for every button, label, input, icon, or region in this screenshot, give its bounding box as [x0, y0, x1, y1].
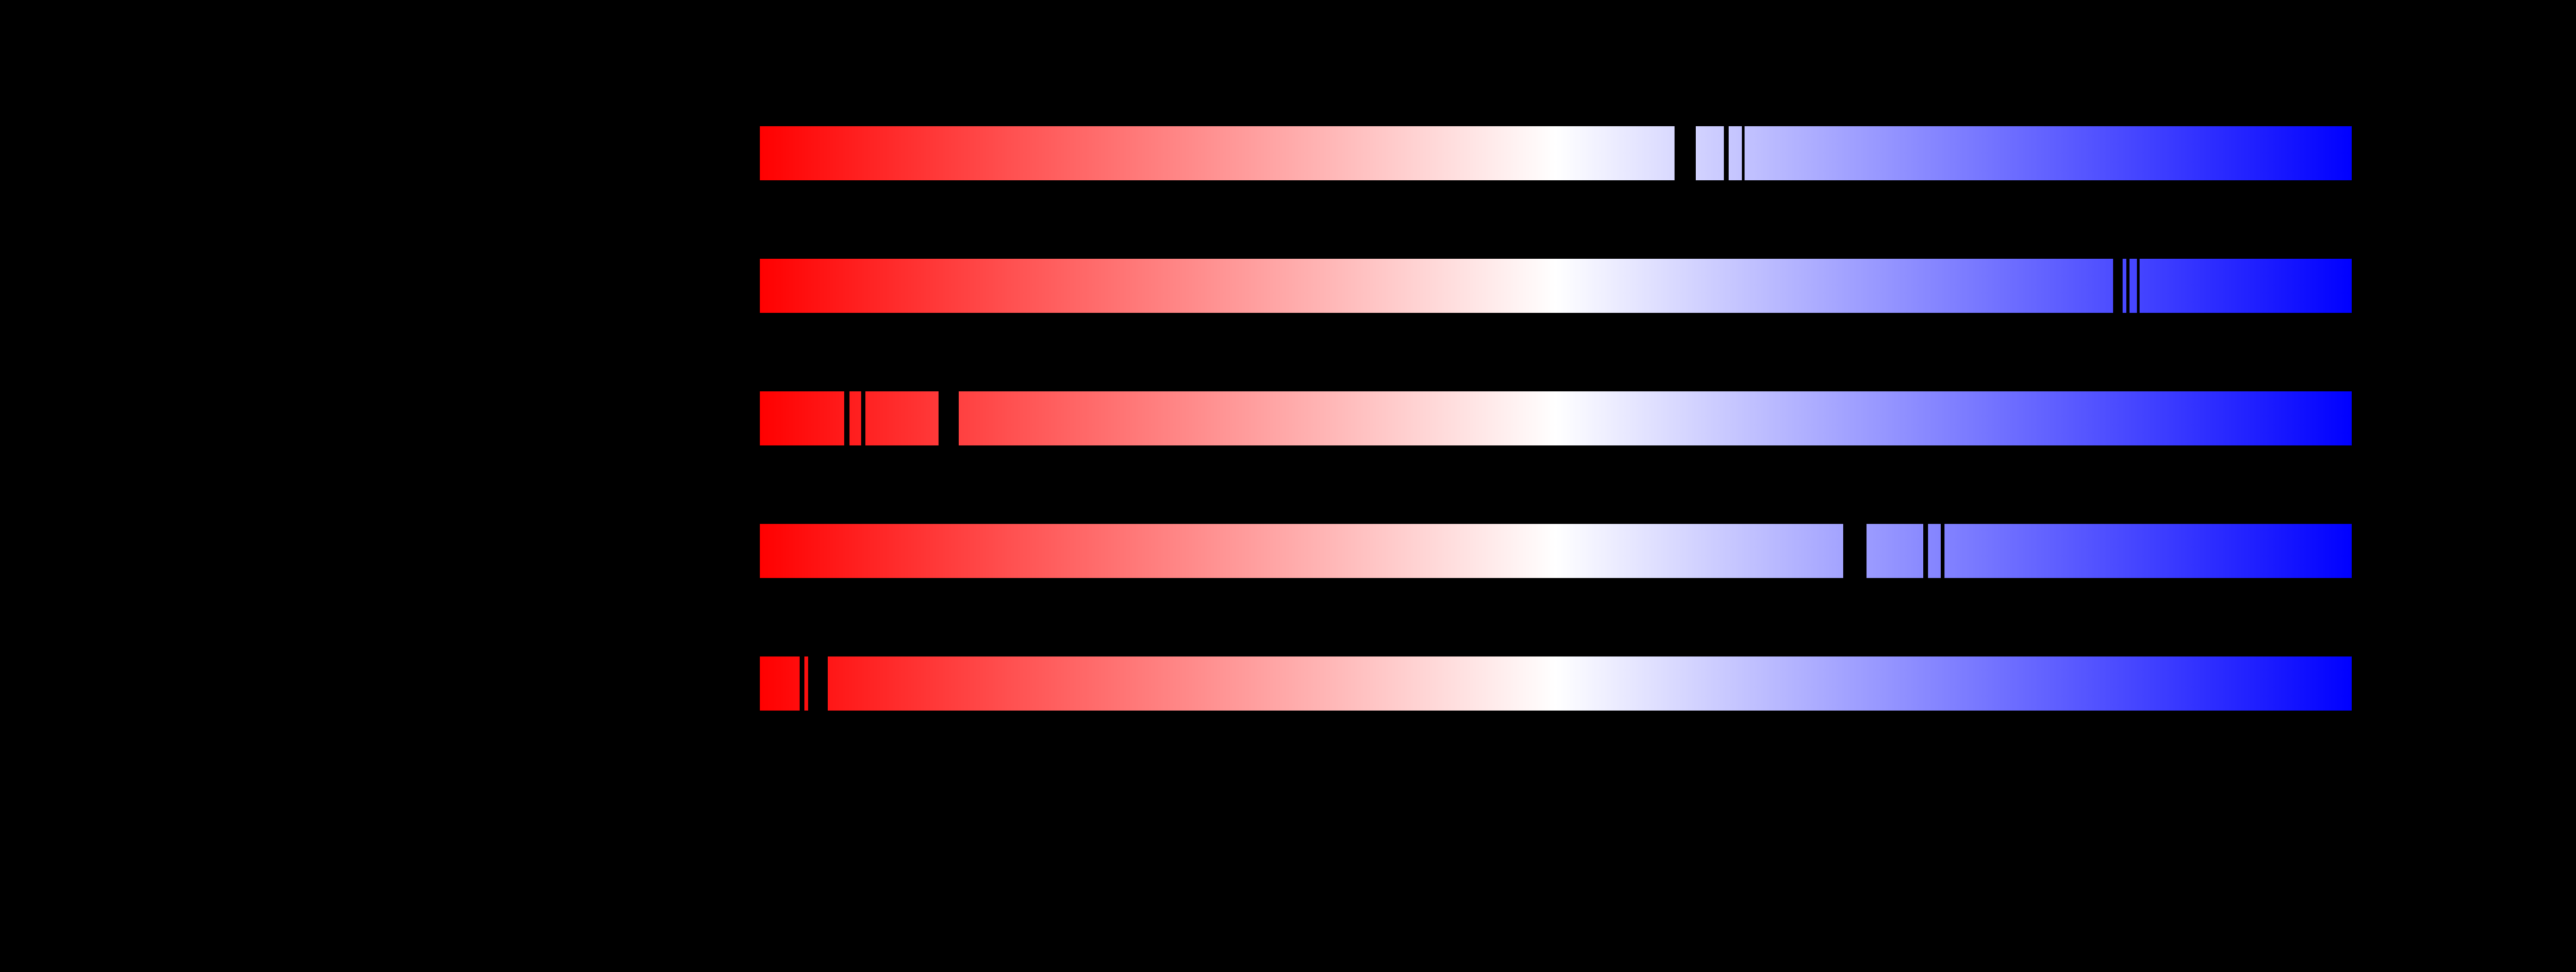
colorbar-segment	[760, 126, 1675, 180]
colorbar-row	[760, 259, 2352, 313]
colorbar-segment	[2130, 259, 2137, 313]
colorbar-segment	[2123, 259, 2126, 313]
colorbar-row	[760, 126, 2352, 180]
colorbar-row	[760, 391, 2352, 445]
colorbar-segment	[865, 391, 939, 445]
colorbar-segment	[1745, 126, 2352, 180]
colorbar-row	[760, 524, 2352, 578]
colorbar-row	[760, 656, 2352, 711]
colorbar-segment	[804, 656, 808, 711]
colorbar-segment	[959, 391, 2352, 445]
colorbar-segment	[760, 259, 2113, 313]
colorbar-segment	[849, 391, 861, 445]
colorbar-segment	[1729, 126, 1742, 180]
colorbar-segment	[1867, 524, 1923, 578]
colorbar-segment	[760, 391, 844, 445]
colorbar-segment	[1944, 524, 2352, 578]
colorbar-segment	[1696, 126, 1724, 180]
colorbar-segment	[760, 656, 800, 711]
colorbar-segment	[2140, 259, 2352, 313]
colorbar-segment	[1928, 524, 1941, 578]
colorbar-segment	[760, 524, 1843, 578]
colorbar-segment	[828, 656, 2352, 711]
